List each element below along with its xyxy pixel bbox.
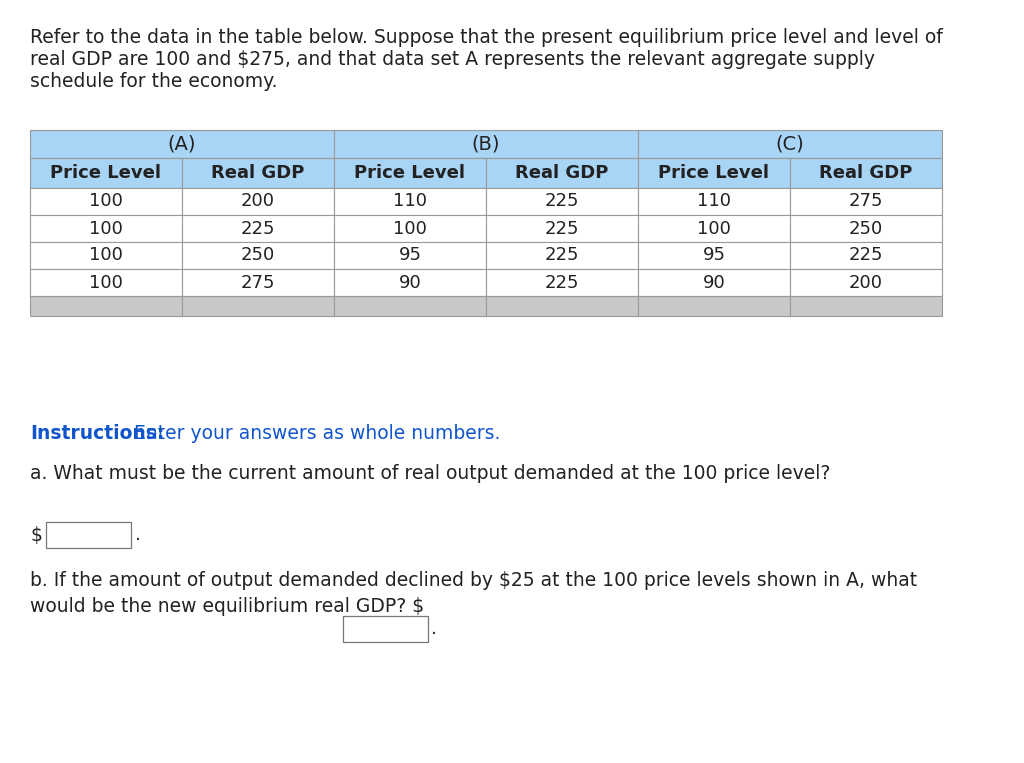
Text: b. If the amount of output demanded declined by $25 at the 100 price levels show: b. If the amount of output demanded decl… [30, 571, 918, 590]
Bar [30, 158, 182, 188]
Bar [638, 296, 790, 316]
Bar [486, 188, 638, 215]
Text: (B): (B) [472, 134, 501, 153]
Bar [638, 242, 790, 269]
Bar [343, 616, 428, 642]
Text: 225: 225 [545, 220, 580, 237]
Bar [30, 242, 182, 269]
Text: 110: 110 [393, 192, 427, 211]
Bar [30, 269, 182, 296]
Bar [790, 158, 942, 188]
Text: Price Level: Price Level [50, 164, 162, 182]
Bar [182, 158, 334, 188]
Bar [790, 188, 942, 215]
Text: 225: 225 [545, 192, 580, 211]
Text: schedule for the economy.: schedule for the economy. [30, 72, 278, 91]
Text: 95: 95 [398, 246, 422, 265]
Text: 225: 225 [241, 220, 275, 237]
Text: 200: 200 [849, 273, 883, 291]
Text: Enter your answers as whole numbers.: Enter your answers as whole numbers. [128, 424, 501, 443]
Bar [790, 242, 942, 269]
Bar [334, 296, 486, 316]
Text: 250: 250 [241, 246, 275, 265]
Text: 225: 225 [849, 246, 884, 265]
Text: Price Level: Price Level [658, 164, 769, 182]
Text: 225: 225 [545, 273, 580, 291]
Bar [486, 269, 638, 296]
Bar [486, 296, 638, 316]
Text: 110: 110 [697, 192, 731, 211]
Bar [334, 188, 486, 215]
Text: (C): (C) [775, 134, 805, 153]
Bar [182, 242, 334, 269]
Text: 200: 200 [241, 192, 275, 211]
Bar [334, 269, 486, 296]
Bar [334, 130, 638, 158]
Bar [486, 158, 638, 188]
Text: (A): (A) [168, 134, 197, 153]
Bar [486, 242, 638, 269]
Bar [638, 130, 942, 158]
Text: 275: 275 [241, 273, 275, 291]
Text: Price Level: Price Level [354, 164, 466, 182]
Bar [638, 158, 790, 188]
Text: 100: 100 [89, 192, 123, 211]
Text: Instructions:: Instructions: [30, 424, 165, 443]
Bar [182, 269, 334, 296]
Bar [182, 188, 334, 215]
Bar [30, 296, 182, 316]
Text: 100: 100 [697, 220, 731, 237]
Text: .: . [431, 620, 437, 639]
Text: 275: 275 [849, 192, 884, 211]
Text: 90: 90 [702, 273, 725, 291]
Text: 250: 250 [849, 220, 883, 237]
Text: 100: 100 [393, 220, 427, 237]
Text: Refer to the data in the table below. Suppose that the present equilibrium price: Refer to the data in the table below. Su… [30, 28, 943, 47]
Text: real GDP are 100 and $275, and that data set A represents the relevant aggregate: real GDP are 100 and $275, and that data… [30, 50, 874, 69]
Bar [638, 188, 790, 215]
Text: Real GDP: Real GDP [515, 164, 608, 182]
Text: would be the new equilibrium real GDP? $: would be the new equilibrium real GDP? $ [30, 597, 424, 616]
Bar [638, 269, 790, 296]
Text: Real GDP: Real GDP [211, 164, 305, 182]
Text: a. What must be the current amount of real output demanded at the 100 price leve: a. What must be the current amount of re… [30, 464, 830, 483]
Text: 100: 100 [89, 246, 123, 265]
Text: 225: 225 [545, 246, 580, 265]
Bar [334, 242, 486, 269]
Bar [790, 269, 942, 296]
Text: Real GDP: Real GDP [819, 164, 912, 182]
Text: 100: 100 [89, 273, 123, 291]
Bar [334, 215, 486, 242]
Text: .: . [135, 526, 141, 545]
Bar [790, 296, 942, 316]
Text: 100: 100 [89, 220, 123, 237]
Text: 95: 95 [702, 246, 725, 265]
Bar [30, 215, 182, 242]
Bar [638, 215, 790, 242]
Bar [486, 215, 638, 242]
Bar [46, 522, 131, 548]
Bar [30, 188, 182, 215]
Bar [790, 215, 942, 242]
Text: $: $ [30, 526, 42, 545]
Bar [182, 296, 334, 316]
Text: 90: 90 [398, 273, 421, 291]
Bar [334, 158, 486, 188]
Bar [30, 130, 334, 158]
Bar [182, 215, 334, 242]
